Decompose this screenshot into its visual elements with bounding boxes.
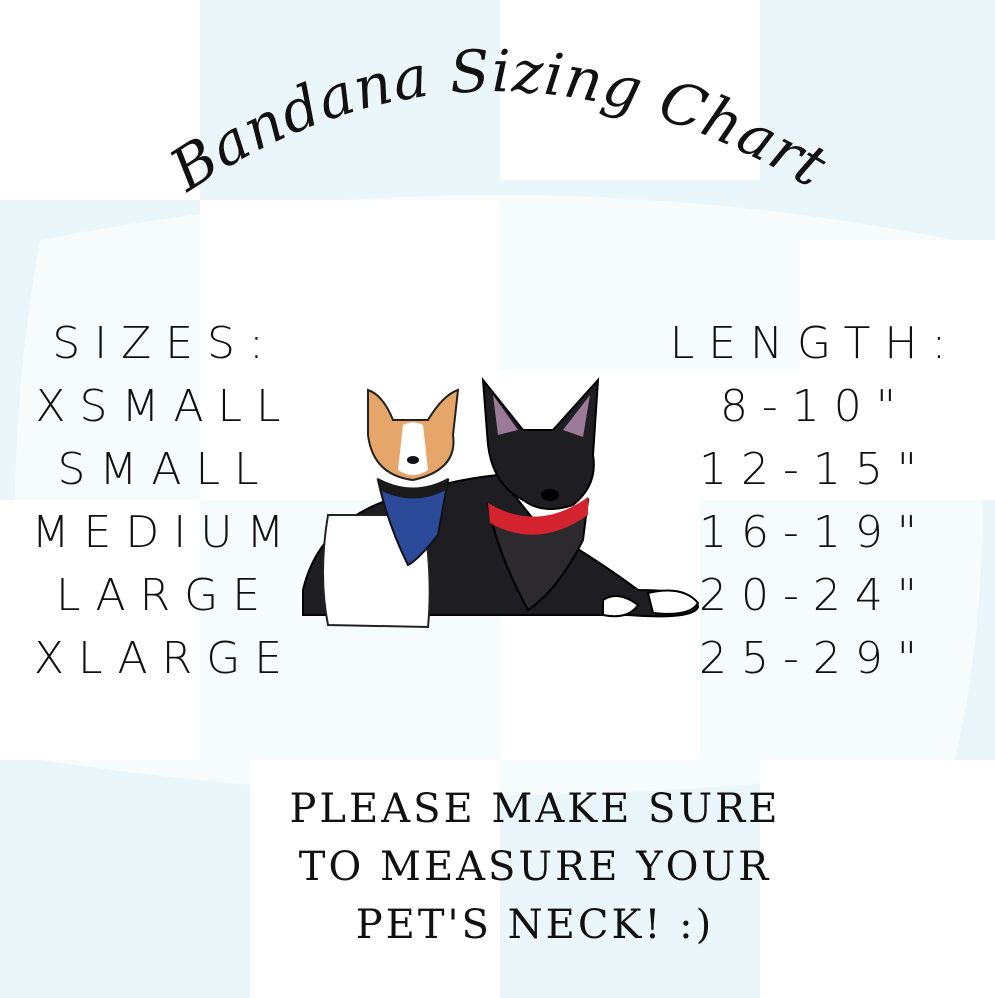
size-item: SMALL [57,444,273,495]
lengths-header: LENGTH: [669,318,961,369]
size-item: XLARGE [33,633,297,684]
size-item: LARGE [55,570,275,621]
length-item: 8-10" [719,381,911,432]
length-item: 25-29" [698,633,932,684]
lengths-column: LENGTH: 8-10" 12-15" 16-19" 20-24" 25-29… [650,312,980,690]
note-line: TO MEASURE YOUR [298,844,772,890]
sizes-header: SIZES: [52,318,278,369]
sizes-column: SIZES: XSMALL SMALL MEDIUM LARGE XLARGE [0,312,330,690]
length-item: 16-19" [698,507,932,558]
note-line: PET'S NECK! :) [355,902,715,948]
title-curved: Bandana Sizing Chart [157,37,838,205]
size-item: XSMALL [35,381,295,432]
note-line: PLEASE MAKE SURE [289,786,781,832]
dogs-illustration [302,376,700,629]
page-title: Bandana Sizing Chart [157,37,837,205]
size-item: MEDIUM [31,507,299,558]
svg-text:Bandana Sizing Chart: Bandana Sizing Chart [157,37,838,205]
length-item: 20-24" [698,570,932,621]
length-item: 12-15" [698,444,932,495]
measure-note: PLEASE MAKE SURE TO MEASURE YOUR PET'S N… [235,780,835,954]
